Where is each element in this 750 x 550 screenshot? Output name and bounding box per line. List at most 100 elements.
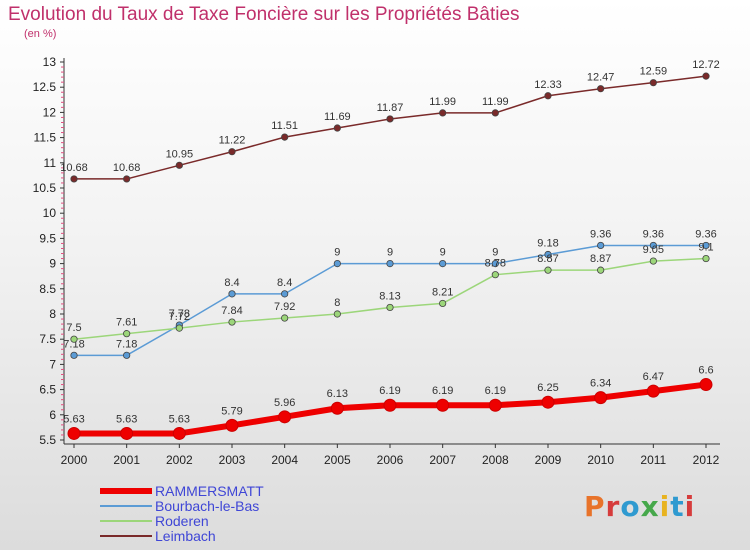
data-label: 11.87 [377, 102, 404, 114]
logo-letter: i [684, 490, 696, 523]
data-point [386, 115, 394, 123]
data-point [228, 148, 236, 156]
y-tick-label: 5.5 [39, 433, 56, 447]
data-point [278, 410, 292, 424]
legend-label: Leimbach [155, 528, 216, 544]
y-tick-label: 11.5 [34, 131, 57, 145]
y-tick-label: 7.5 [39, 332, 56, 346]
logo-letter: x [640, 490, 660, 523]
x-tick-label: 2006 [377, 453, 404, 467]
proxiti-logo: Proxiti [584, 490, 695, 523]
legend-label: Roderen [155, 513, 209, 529]
data-point [228, 290, 236, 298]
data-label: 8 [334, 297, 340, 309]
logo-letter: t [670, 490, 685, 523]
data-point [383, 398, 397, 412]
data-point [702, 254, 710, 263]
data-point [228, 318, 236, 326]
logo-letter: o [620, 490, 641, 523]
data-point [333, 310, 341, 318]
legend-swatch [100, 488, 152, 494]
y-tick-label: 8.5 [39, 282, 56, 296]
data-label: 5.63 [63, 413, 84, 425]
data-point [597, 85, 605, 93]
data-point [436, 398, 450, 412]
series-line-leimbach [73, 75, 707, 180]
data-label: 12.59 [640, 66, 668, 78]
data-label: 8.13 [379, 290, 400, 302]
data-point [488, 398, 502, 412]
data-point [646, 384, 660, 398]
data-point [649, 241, 657, 250]
data-point [541, 395, 555, 409]
data-point [281, 290, 289, 298]
data-label: 9.18 [537, 238, 558, 250]
x-tick-label: 2010 [587, 453, 614, 467]
data-point [281, 133, 289, 141]
data-label: 7.72 [169, 311, 190, 323]
data-label: 8.21 [432, 286, 453, 298]
data-label: 12.47 [587, 72, 615, 84]
data-point [175, 324, 183, 332]
data-point [649, 257, 657, 265]
data-label: 12.72 [692, 59, 720, 71]
logo-letter: r [605, 490, 621, 523]
y-tick-label: 6 [49, 408, 56, 422]
data-point [70, 335, 78, 343]
data-point [70, 351, 78, 359]
x-tick-label: 2000 [61, 453, 88, 467]
data-point [225, 418, 239, 432]
x-tick-label: 2001 [113, 453, 140, 467]
logo-letter: i [659, 490, 671, 523]
data-label: 9 [440, 247, 446, 259]
data-point [333, 124, 341, 132]
data-point [120, 426, 134, 440]
data-label: 7.61 [116, 317, 137, 329]
y-tick-label: 10 [43, 206, 57, 220]
data-label: 8.87 [537, 253, 558, 265]
data-label: 9 [387, 247, 393, 259]
data-point [386, 259, 394, 268]
data-label: 6.13 [327, 388, 348, 400]
data-point [702, 72, 710, 80]
y-tick-label: 6.5 [39, 383, 56, 397]
data-label: 6.6 [698, 365, 713, 377]
y-unit-label: (en %) [24, 28, 57, 40]
x-tick-label: 2002 [166, 453, 193, 467]
data-point [702, 241, 710, 250]
y-tick-label: 7 [49, 357, 56, 371]
data-label: 11.51 [271, 120, 298, 132]
data-point [70, 175, 78, 183]
data-point [439, 259, 447, 268]
data-label: 10.68 [113, 162, 141, 174]
data-label: 8.87 [590, 253, 611, 265]
legend-swatch [100, 520, 152, 522]
data-label: 6.25 [537, 382, 558, 394]
legend-swatch [100, 535, 152, 537]
data-label: 10.68 [60, 162, 88, 174]
data-label: 11.99 [429, 96, 456, 108]
data-point [123, 330, 131, 338]
data-point [491, 109, 499, 117]
data-point [491, 271, 499, 279]
data-point [123, 175, 131, 183]
data-label: 7.18 [116, 338, 137, 350]
data-label: 8.4 [224, 277, 239, 289]
data-label: 9.1 [698, 242, 713, 254]
data-label: 6.19 [379, 385, 400, 397]
y-tick-label: 11 [44, 156, 57, 170]
x-tick-label: 2011 [640, 453, 666, 467]
data-label: 7.5 [66, 322, 81, 334]
data-label: 11.22 [219, 135, 246, 147]
data-point [491, 259, 499, 268]
x-tick-label: 2003 [219, 453, 246, 467]
y-tick-label: 12.5 [33, 80, 57, 94]
data-point [597, 266, 605, 274]
data-point [649, 79, 657, 87]
data-point [386, 303, 394, 312]
data-label: 5.96 [274, 397, 295, 409]
data-label: 9 [334, 247, 340, 259]
data-point [439, 299, 447, 308]
data-label: 11.99 [482, 96, 509, 108]
data-label: 7.18 [63, 338, 84, 350]
